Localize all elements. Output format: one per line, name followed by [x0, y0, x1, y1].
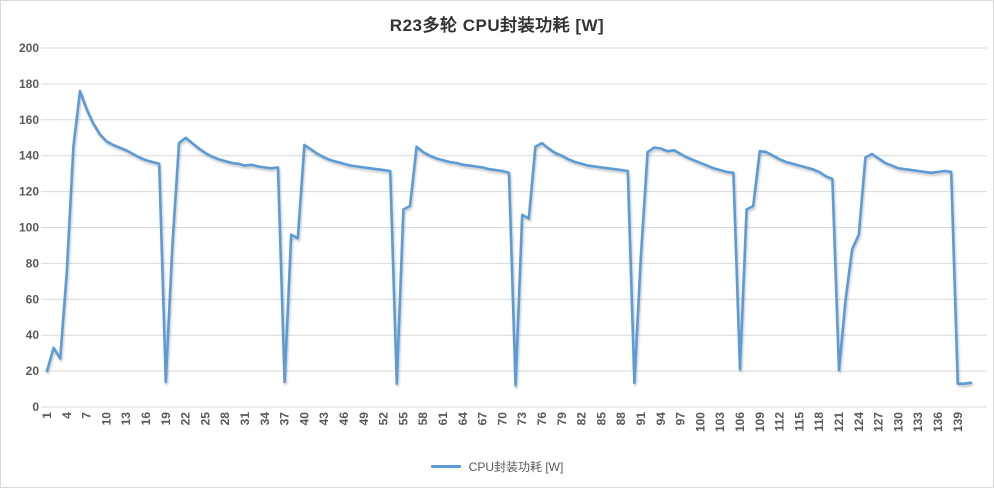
y-tick-label: 140 [19, 149, 39, 163]
x-tick-label: 25 [198, 412, 212, 426]
x-tick-label: 94 [654, 412, 668, 426]
x-tick-label: 82 [575, 412, 589, 426]
x-tick-label: 34 [258, 412, 272, 426]
x-tick-label: 37 [278, 412, 292, 426]
y-tick-label: 60 [26, 292, 40, 306]
x-tick-label: 100 [693, 412, 707, 432]
x-tick-label: 28 [218, 412, 232, 426]
legend-label: CPU封装功耗 [W] [468, 460, 564, 474]
x-tick-label: 1 [40, 412, 54, 419]
y-tick-label: 40 [26, 328, 40, 342]
x-tick-label: 133 [911, 412, 925, 432]
x-tick-label: 112 [773, 412, 787, 432]
x-tick-label: 31 [238, 412, 252, 426]
x-tick-label: 139 [951, 412, 965, 432]
x-tick-label: 127 [872, 412, 886, 432]
x-tick-label: 136 [931, 412, 945, 432]
x-tick-label: 46 [337, 412, 351, 426]
y-tick-label: 80 [26, 256, 40, 270]
x-tick-label: 4 [60, 412, 74, 419]
x-tick-label: 16 [139, 412, 153, 426]
x-tick-label: 97 [674, 412, 688, 426]
x-tick-label: 91 [634, 412, 648, 426]
y-tick-label: 160 [19, 113, 39, 127]
legend: CPU封装功耗 [W] [1, 458, 993, 475]
x-tick-label: 118 [812, 412, 826, 432]
x-tick-label: 7 [80, 412, 94, 419]
y-tick-label: 20 [26, 364, 40, 378]
x-tick-label: 10 [99, 412, 113, 426]
x-tick-label: 88 [614, 412, 628, 426]
chart-title: R23多轮 CPU封装功耗 [W] [389, 16, 605, 35]
x-tick-label: 73 [515, 412, 529, 426]
x-tick-label: 22 [179, 412, 193, 426]
x-tick-label: 70 [495, 412, 509, 426]
x-tick-label: 13 [119, 412, 133, 426]
x-tick-label: 103 [713, 412, 727, 432]
x-tick-label: 79 [555, 412, 569, 426]
x-tick-label: 55 [396, 412, 410, 426]
y-tick-label: 200 [19, 41, 39, 55]
x-tick-label: 109 [753, 412, 767, 432]
x-tick-label: 115 [792, 412, 806, 432]
x-tick-label: 106 [733, 412, 747, 432]
x-tick-label: 52 [377, 412, 391, 426]
x-tick-label: 130 [891, 412, 905, 432]
y-tick-label: 180 [19, 77, 39, 91]
x-tick-label: 40 [297, 412, 311, 426]
x-tick-label: 19 [159, 412, 173, 426]
power-series-line [45, 89, 973, 387]
x-tick-label: 67 [476, 412, 490, 426]
x-tick-label: 43 [317, 412, 331, 426]
x-tick-label: 49 [357, 412, 371, 426]
y-tick-label: 0 [32, 400, 39, 414]
y-tick-label: 100 [19, 221, 39, 235]
x-tick-label: 124 [852, 412, 866, 432]
legend-line-marker [430, 465, 461, 468]
y-tick-label: 120 [19, 185, 39, 199]
x-tick-label: 121 [832, 412, 846, 432]
x-tick-label: 64 [456, 412, 470, 426]
x-tick-label: 61 [436, 412, 450, 426]
x-tick-label: 76 [535, 412, 549, 426]
x-tick-label: 85 [594, 412, 608, 426]
x-tick-label: 58 [416, 412, 430, 426]
